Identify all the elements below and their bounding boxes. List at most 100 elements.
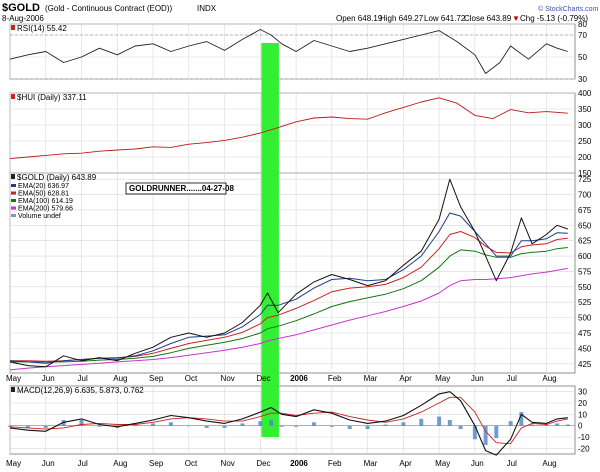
legend-entry: EMA(50) 628.81 xyxy=(18,191,69,198)
y-tick-label: 20 xyxy=(578,399,587,408)
ema100-line xyxy=(10,247,568,363)
y-tick-label: -20 xyxy=(578,444,590,453)
macd-histogram-bar xyxy=(565,424,570,426)
y-tick-label: 400 xyxy=(578,89,592,98)
open-value: Open 648.19 xyxy=(336,14,383,23)
hui-label: $HUI (Daily) 337.11 xyxy=(17,93,87,102)
low-value: Low 641.72 xyxy=(424,14,466,23)
x-tick-label: Jun xyxy=(471,374,484,383)
x-tick-label: Jul xyxy=(78,459,88,468)
macd-histogram-bar xyxy=(294,425,299,427)
x-tick-label: Mar xyxy=(364,459,378,468)
macd-histogram-bar xyxy=(419,418,424,426)
macd-histogram-bar xyxy=(555,423,560,426)
chart-description: (Gold - Continuous Contract (EOD)) xyxy=(45,4,172,13)
macd-histogram-bar xyxy=(79,420,84,426)
rsi-marker-icon xyxy=(11,25,15,30)
x-tick-label: Nov xyxy=(221,459,235,468)
macd-histogram-bar xyxy=(494,425,499,439)
macd-histogram-bar xyxy=(347,425,352,430)
macd-histogram-bar xyxy=(279,425,284,427)
x-tick-label: Nov xyxy=(221,374,235,383)
y-tick-label: 500 xyxy=(578,314,592,323)
x-tick-label: Dec xyxy=(256,374,270,383)
y-tick-label: 725 xyxy=(578,175,592,184)
hui-line xyxy=(9,97,568,160)
legend-entry: EMA(100) 614.19 xyxy=(18,198,73,205)
x-tick-label: Aug xyxy=(542,459,556,468)
macd-histogram-bar xyxy=(472,425,477,440)
y-tick-label: 250 xyxy=(578,137,592,146)
y-tick-label: 575 xyxy=(578,267,592,276)
x-tick-label: Apr xyxy=(399,459,412,468)
y-tick-label: 50 xyxy=(578,53,587,62)
y-tick-label: 550 xyxy=(578,283,592,292)
y-tick-label: -10 xyxy=(578,433,590,442)
x-tick-label: Feb xyxy=(328,374,342,383)
gold-panel xyxy=(9,172,576,374)
x-tick-label: Jun xyxy=(42,459,55,468)
x-tick-label: Apr xyxy=(399,374,412,383)
x-tick-label: May xyxy=(6,374,21,383)
macd-histogram-bar xyxy=(25,425,30,428)
x-tick-label: Sep xyxy=(149,459,164,468)
rsi-label: RSI(14) 55.42 xyxy=(17,24,67,33)
x-tick-label: Oct xyxy=(185,459,198,468)
y-tick-label: 0 xyxy=(578,422,583,431)
macd-histogram-bar xyxy=(8,425,12,427)
y-tick-label: 70 xyxy=(578,31,587,40)
y-tick-label: 200 xyxy=(578,153,592,162)
legend-entry: EMA(20) 636.97 xyxy=(18,183,69,190)
macd-histogram-bar xyxy=(544,424,549,426)
y-tick-label: 30 xyxy=(578,388,587,397)
macd-histogram-bar xyxy=(383,424,388,426)
x-tick-label: Aug xyxy=(113,374,127,383)
macd-panel xyxy=(9,385,576,455)
macd-histogram-bar xyxy=(43,425,48,428)
x-tick-label: Jul xyxy=(507,374,517,383)
y-tick-label: 700 xyxy=(578,191,592,200)
gold-label: $GOLD (Daily) 643.89 xyxy=(17,173,97,182)
copyright: © StockCharts.com xyxy=(538,5,599,13)
rsi-panel xyxy=(9,23,576,80)
legend-entry: EMA(200) 579.66 xyxy=(18,206,73,213)
macd-histogram-bar xyxy=(447,420,452,426)
macd-histogram-bar xyxy=(483,425,488,445)
macd-histogram-bar xyxy=(519,412,524,426)
y-tick-label: 350 xyxy=(578,105,592,114)
ema200-line xyxy=(9,267,568,371)
macd-histogram-bar xyxy=(151,423,156,426)
macd-histogram-bar xyxy=(530,424,535,426)
macd-histogram-bar xyxy=(401,422,406,426)
x-tick-label: Mar xyxy=(364,374,378,383)
ema20-line xyxy=(9,212,568,364)
legend-swatch xyxy=(11,206,16,210)
y-tick-label: 150 xyxy=(578,169,592,178)
x-tick-label: 2006 xyxy=(290,459,308,468)
hui-panel xyxy=(9,92,576,174)
y-tick-label: 425 xyxy=(578,360,592,369)
close-value: Close 643.89 xyxy=(464,14,512,23)
macd-histogram-bar xyxy=(204,425,209,428)
macd-histogram-bar xyxy=(269,420,274,426)
x-tick-label: May xyxy=(435,459,450,468)
y-tick-label: 10 xyxy=(578,410,587,419)
rsi-line xyxy=(9,29,568,74)
annotation-box xyxy=(125,182,227,195)
y-tick-label: 675 xyxy=(578,206,592,215)
x-tick-label: Jul xyxy=(507,459,517,468)
legend-swatch xyxy=(11,199,16,202)
macd-signal-line xyxy=(9,396,568,445)
legend-swatch xyxy=(11,184,16,187)
highlight-band xyxy=(261,43,279,437)
x-tick-label: Feb xyxy=(328,459,342,468)
x-tick-label: Aug xyxy=(542,374,556,383)
y-tick-label: 450 xyxy=(578,344,592,353)
annotation-text: GOLDRUNNER.......04-27-08 xyxy=(129,184,234,193)
macd-marker-icon xyxy=(11,387,15,392)
x-tick-label: May xyxy=(6,459,21,468)
macd-histogram-bar xyxy=(365,425,370,430)
chart-exchange: INDX xyxy=(197,4,217,13)
macd-histogram-bar xyxy=(133,424,138,426)
y-tick-label: 625 xyxy=(578,237,592,246)
